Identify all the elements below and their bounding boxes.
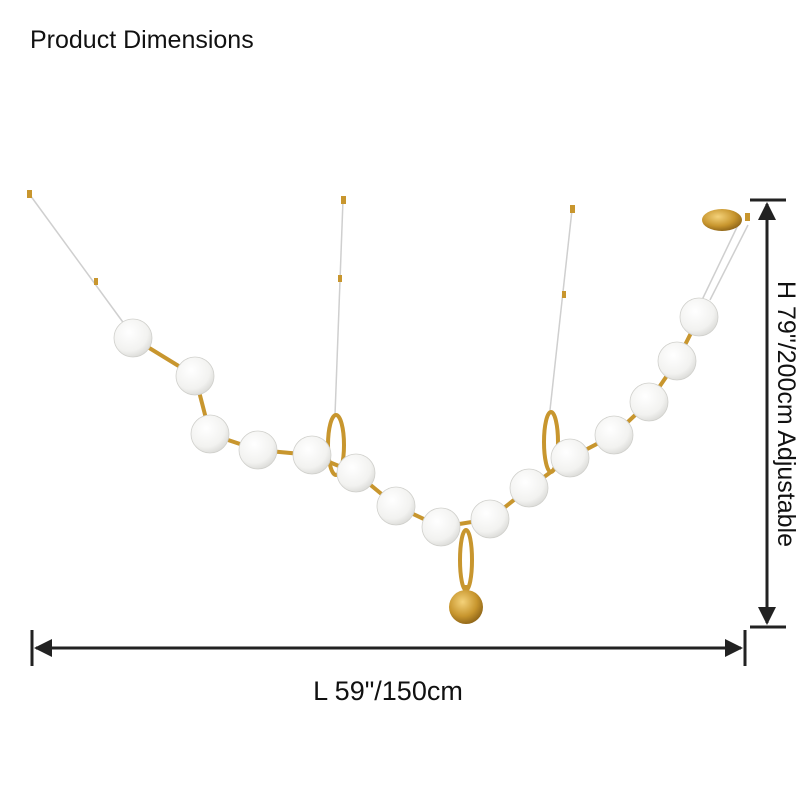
height-label: H 79"/200cm Adjustable: [772, 281, 800, 547]
gold-ball: [449, 590, 483, 624]
wire-clips: [27, 190, 750, 298]
length-label: L 59"/150cm: [313, 676, 463, 706]
length-dimension-line: [30, 630, 747, 666]
title: Product Dimensions: [30, 26, 254, 54]
suspension-wires: [29, 194, 749, 416]
ceiling-canopy: [702, 209, 742, 231]
glass-globes: [113, 297, 719, 547]
lamp-illustration: [27, 190, 750, 624]
height-dimension-line: [750, 198, 786, 629]
